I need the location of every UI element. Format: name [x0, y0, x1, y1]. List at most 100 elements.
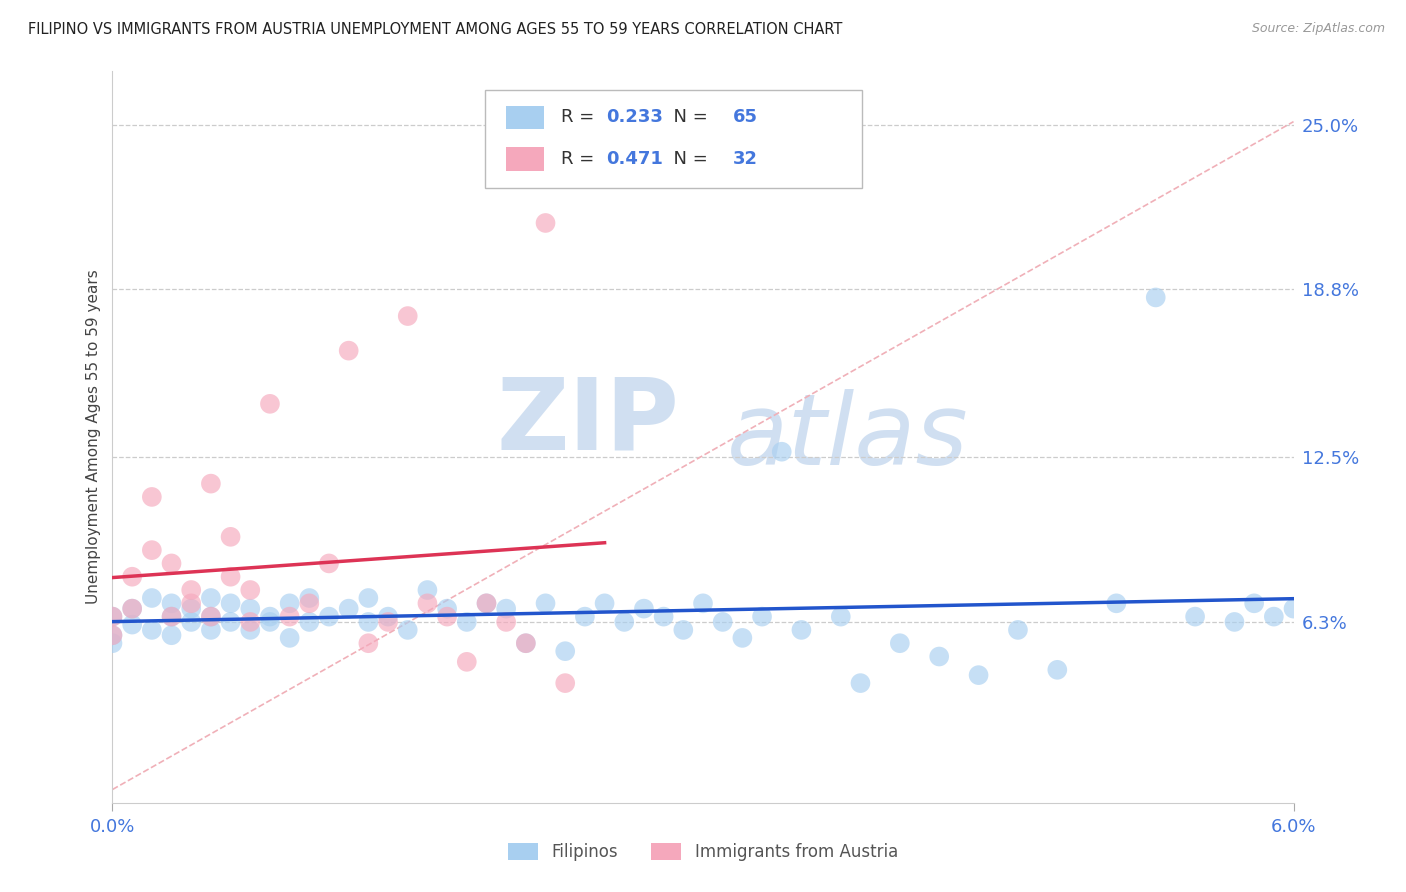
Legend: Filipinos, Immigrants from Austria: Filipinos, Immigrants from Austria [502, 836, 904, 868]
Point [633, 601, 655, 615]
Text: 65: 65 [733, 109, 758, 127]
Point [515, 636, 537, 650]
Point [160, 596, 183, 610]
Point [278, 609, 301, 624]
Point [121, 570, 143, 584]
Point [180, 601, 202, 615]
Text: R =: R = [561, 150, 600, 168]
Point [495, 601, 517, 615]
Point [475, 596, 498, 610]
Point [554, 644, 576, 658]
Y-axis label: Unemployment Among Ages 55 to 59 years: Unemployment Among Ages 55 to 59 years [86, 269, 101, 605]
Point [534, 596, 557, 610]
Point [377, 609, 399, 624]
Point [259, 397, 281, 411]
Bar [506, 147, 544, 171]
Point [219, 615, 242, 629]
Point [141, 623, 163, 637]
Point [141, 591, 163, 605]
Point [672, 623, 695, 637]
Point [357, 615, 380, 629]
Bar [506, 106, 544, 129]
Point [318, 557, 340, 571]
Text: R =: R = [561, 109, 600, 127]
Point [396, 309, 419, 323]
Point [160, 609, 183, 624]
Point [101, 636, 124, 650]
Point [259, 609, 281, 624]
Text: atlas: atlas [727, 389, 969, 485]
Point [337, 343, 360, 358]
Point [574, 609, 596, 624]
Point [298, 591, 321, 605]
Point [101, 609, 124, 624]
Text: 0.233: 0.233 [606, 109, 664, 127]
Point [377, 615, 399, 629]
Point [180, 596, 202, 610]
Point [1007, 623, 1029, 637]
Point [534, 216, 557, 230]
Point [1282, 601, 1305, 615]
Point [652, 609, 675, 624]
Point [515, 636, 537, 650]
Point [121, 601, 143, 615]
Point [613, 615, 636, 629]
Point [219, 596, 242, 610]
Point [436, 609, 458, 624]
Point [1144, 290, 1167, 304]
Point [593, 596, 616, 610]
Point [416, 582, 439, 597]
Point [239, 601, 262, 615]
Point [456, 615, 478, 629]
Point [456, 655, 478, 669]
Point [554, 676, 576, 690]
Point [1243, 596, 1265, 610]
Text: N =: N = [662, 109, 713, 127]
Point [101, 609, 124, 624]
Point [889, 636, 911, 650]
Point [1105, 596, 1128, 610]
Point [711, 615, 734, 629]
Point [239, 615, 262, 629]
Point [1263, 609, 1285, 624]
Point [1223, 615, 1246, 629]
Point [436, 601, 458, 615]
Point [357, 591, 380, 605]
Point [239, 623, 262, 637]
Point [141, 543, 163, 558]
Point [200, 476, 222, 491]
Point [298, 596, 321, 610]
Point [770, 444, 793, 458]
Text: FILIPINO VS IMMIGRANTS FROM AUSTRIA UNEMPLOYMENT AMONG AGES 55 TO 59 YEARS CORRE: FILIPINO VS IMMIGRANTS FROM AUSTRIA UNEM… [28, 22, 842, 37]
Bar [485, 89, 862, 188]
Point [278, 596, 301, 610]
Point [160, 557, 183, 571]
Point [239, 582, 262, 597]
Point [101, 628, 124, 642]
Point [337, 601, 360, 615]
Point [1046, 663, 1069, 677]
Point [928, 649, 950, 664]
Point [396, 623, 419, 637]
Point [121, 617, 143, 632]
Point [318, 609, 340, 624]
Point [849, 676, 872, 690]
Point [495, 615, 517, 629]
Text: N =: N = [662, 150, 713, 168]
Point [1184, 609, 1206, 624]
Point [121, 601, 143, 615]
Text: ZIP: ZIP [496, 374, 679, 471]
Point [731, 631, 754, 645]
Text: 0.471: 0.471 [606, 150, 664, 168]
Point [692, 596, 714, 610]
Point [200, 591, 222, 605]
Point [357, 636, 380, 650]
Point [751, 609, 773, 624]
Point [219, 530, 242, 544]
Text: 32: 32 [733, 150, 758, 168]
Point [416, 596, 439, 610]
Point [259, 615, 281, 629]
Point [219, 570, 242, 584]
Point [180, 582, 202, 597]
Point [790, 623, 813, 637]
